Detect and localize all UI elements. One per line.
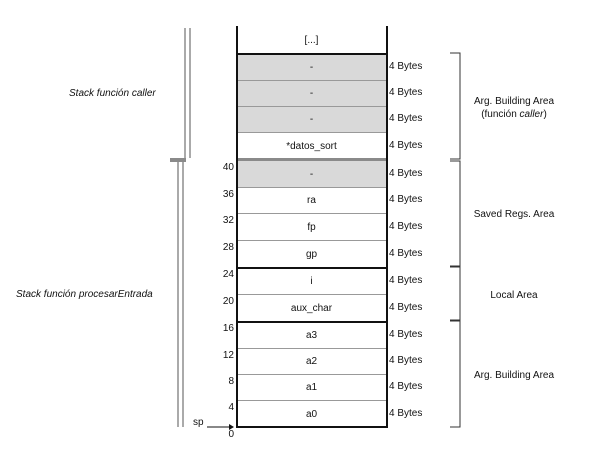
cell-size-label: 4 Bytes bbox=[389, 140, 423, 151]
frame-separator-tick bbox=[170, 158, 186, 162]
sp-label: sp bbox=[193, 417, 204, 428]
stack-cell: - bbox=[237, 81, 386, 106]
stack-divider bbox=[237, 106, 387, 107]
stack-cell: i bbox=[310, 275, 313, 287]
cell-size-label: 4 Bytes bbox=[389, 220, 423, 232]
stack-divider bbox=[237, 374, 387, 375]
cell-size-label: 4 Bytes bbox=[389, 274, 423, 286]
cell-size-label: 4 Bytes bbox=[389, 87, 423, 98]
cell-size-label: 4 Bytes bbox=[389, 328, 423, 340]
cell-size-label: 4 Bytes bbox=[389, 60, 423, 72]
stack-divider bbox=[237, 53, 387, 55]
offset-label: 12 bbox=[222, 350, 234, 361]
stack-divider bbox=[237, 267, 387, 269]
stack-cell: a2 bbox=[305, 356, 318, 367]
stack-divider bbox=[237, 132, 387, 133]
cell-size-label: 4 Bytes bbox=[389, 247, 423, 259]
local-area-label: Local Area bbox=[490, 290, 538, 301]
caller-frame-bracket bbox=[184, 28, 191, 158]
stack-divider bbox=[237, 348, 387, 349]
stack-cell: a1 bbox=[305, 382, 318, 393]
cell-size-label: 4 Bytes bbox=[389, 407, 423, 419]
stack-cell: ra bbox=[307, 195, 316, 206]
cell-size-label: 4 Bytes bbox=[389, 355, 423, 366]
offset-label: 24 bbox=[222, 269, 234, 280]
stack-divider bbox=[237, 80, 387, 81]
procesar-frame-bracket bbox=[177, 162, 184, 427]
stack-cell: - bbox=[237, 107, 386, 132]
stack-cell: *datos_sort bbox=[286, 141, 337, 152]
stack-cell: - bbox=[237, 54, 386, 80]
offset-label: 20 bbox=[222, 296, 234, 307]
stack-divider bbox=[237, 400, 387, 401]
stack-cell: a0 bbox=[305, 408, 318, 420]
stack-divider bbox=[237, 158, 387, 161]
stack-cell: - bbox=[237, 161, 386, 187]
stack-top-ellipsis: [...] bbox=[304, 34, 319, 46]
offset-label: 36 bbox=[222, 189, 234, 200]
offset-label: 8 bbox=[228, 376, 234, 387]
offset-label: 32 bbox=[222, 215, 234, 226]
offset-label: 40 bbox=[222, 162, 234, 173]
stack-procesar-label: Stack función procesarEntrada bbox=[16, 289, 153, 300]
stack-divider bbox=[237, 187, 387, 188]
cell-size-label: 4 Bytes bbox=[389, 113, 423, 124]
stack-cell: gp bbox=[305, 248, 318, 260]
stack-cell: aux_char bbox=[290, 302, 333, 314]
cell-size-label: 4 Bytes bbox=[389, 167, 423, 179]
cell-size-label: 4 Bytes bbox=[389, 301, 423, 313]
offset-zero: 0 bbox=[228, 429, 234, 440]
caller-arg-area-label: Arg. Building Area (función caller) bbox=[473, 96, 555, 120]
offset-label: 16 bbox=[222, 323, 234, 334]
offset-label: 4 bbox=[228, 402, 234, 413]
cell-size-label: 4 Bytes bbox=[389, 381, 423, 392]
stack-cell: a3 bbox=[305, 329, 318, 341]
stack-caller-label: Stack función caller bbox=[69, 88, 156, 99]
saved-regs-area-label: Saved Regs. Area bbox=[473, 209, 555, 220]
stack-cell: fp bbox=[307, 221, 316, 233]
stack-divider bbox=[237, 321, 387, 323]
cell-size-label: 4 Bytes bbox=[389, 194, 423, 205]
offset-label: 28 bbox=[222, 242, 234, 253]
stack-divider bbox=[237, 294, 387, 295]
stack-divider bbox=[237, 213, 387, 214]
stack-divider bbox=[237, 240, 387, 241]
arg-building-area-label: Arg. Building Area bbox=[473, 370, 555, 381]
